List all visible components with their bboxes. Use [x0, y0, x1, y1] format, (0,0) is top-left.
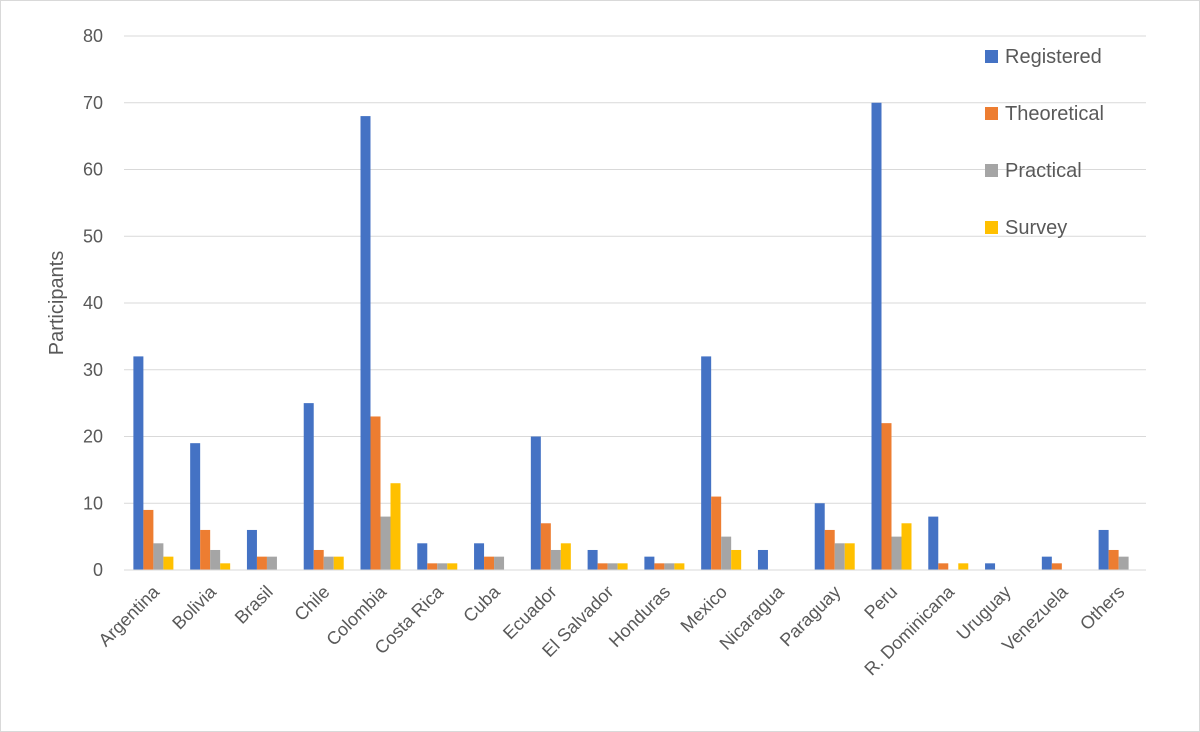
bar-survey [447, 563, 458, 570]
bar-registered [246, 529, 257, 570]
legend-label: Theoretical [1005, 103, 1104, 125]
bars [133, 102, 1129, 570]
bar-survey [220, 563, 231, 570]
bar-practical [494, 556, 505, 570]
y-tick-label: 60 [83, 160, 103, 180]
legend: Registered Theoretical Practical Survey [985, 46, 1104, 239]
bar-registered [303, 403, 314, 570]
bar-registered [1041, 556, 1052, 570]
bar-theoretical [1108, 549, 1119, 570]
bar-theoretical [1051, 563, 1062, 570]
bar-practical [266, 556, 277, 570]
bar-registered [587, 549, 598, 570]
bar-registered [530, 436, 541, 570]
x-tick-label: Others [1076, 582, 1128, 634]
bar-theoretical [313, 549, 324, 570]
y-tick-label: 30 [83, 360, 103, 380]
bar-survey [163, 556, 174, 570]
bar-registered [814, 503, 825, 570]
x-tick-label: Chile [290, 582, 333, 625]
bar-practical [210, 549, 221, 570]
bar-registered [644, 556, 655, 570]
y-tick-label: 70 [83, 93, 103, 113]
gridlines [124, 35, 1146, 504]
legend-swatch [985, 221, 998, 234]
x-tick-label: Paraguay [776, 582, 845, 651]
bar-registered [190, 443, 201, 570]
bar-registered [360, 116, 371, 570]
bar-theoretical [540, 523, 551, 570]
bar-practical [153, 543, 164, 570]
bar-survey [617, 563, 628, 570]
legend-label: Survey [1005, 217, 1067, 239]
bar-survey [844, 543, 855, 570]
legend-label: Practical [1005, 160, 1082, 182]
bar-theoretical [370, 416, 381, 570]
x-tick-label: Honduras [605, 582, 674, 651]
y-tick-label: 0 [93, 560, 103, 580]
bar-registered [871, 102, 882, 570]
bar-survey [731, 549, 742, 570]
bar-theoretical [427, 563, 438, 570]
y-tick-label: 40 [83, 293, 103, 313]
bar-theoretical [484, 556, 495, 570]
bar-registered [133, 356, 144, 570]
x-tick-label: Bolivia [168, 581, 220, 633]
bar-practical [323, 556, 334, 570]
y-tick-label: 20 [83, 427, 103, 447]
bar-registered [701, 356, 712, 570]
bar-survey [390, 483, 401, 570]
bar-theoretical [654, 563, 665, 570]
x-tick-label: Mexico [677, 582, 731, 636]
bar-theoretical [597, 563, 608, 570]
bar-theoretical [824, 529, 835, 570]
legend-swatch [985, 50, 998, 63]
x-tick-label: Argentina [95, 581, 164, 650]
y-tick-label: 80 [83, 26, 103, 46]
bar-theoretical [256, 556, 267, 570]
bar-registered [474, 543, 485, 570]
bar-theoretical [143, 509, 154, 570]
bar-practical [721, 536, 732, 570]
bar-practical [380, 516, 391, 570]
bar-survey [674, 563, 685, 570]
x-tick-label: Brasil [231, 582, 277, 628]
x-tick-label: Peru [860, 582, 901, 623]
bar-practical [437, 563, 448, 570]
x-tick-label: Cuba [459, 581, 504, 626]
bar-survey [560, 543, 571, 570]
bar-practical [607, 563, 618, 570]
bar-registered [417, 543, 428, 570]
legend-swatch [985, 164, 998, 177]
bar-theoretical [200, 529, 211, 570]
bar-practical [664, 563, 675, 570]
y-tick-label: 10 [83, 493, 103, 513]
bar-survey [901, 523, 912, 570]
bar-theoretical [711, 496, 722, 570]
bar-practical [891, 536, 902, 570]
bar-practical [550, 549, 561, 570]
bar-survey [333, 556, 344, 570]
bar-registered [757, 549, 768, 570]
bar-registered [928, 516, 939, 570]
bar-survey [958, 563, 969, 570]
y-tick-label: 50 [83, 226, 103, 246]
bar-registered [985, 563, 996, 570]
bar-practical [1118, 556, 1129, 570]
x-axis-ticks: Argentina Bolivia Brasil ChileColombiaCosta… [95, 581, 1129, 679]
bar-registered [1098, 529, 1109, 570]
bar-theoretical [881, 423, 892, 570]
bar-practical [834, 543, 845, 570]
y-axis-title: Participants [46, 251, 68, 356]
legend-swatch [985, 107, 998, 120]
bar-theoretical [938, 563, 949, 570]
y-axis-ticks: 0 10 20 30 40 50 60 70 80 [83, 26, 103, 580]
legend-label: Registered [1005, 46, 1102, 68]
